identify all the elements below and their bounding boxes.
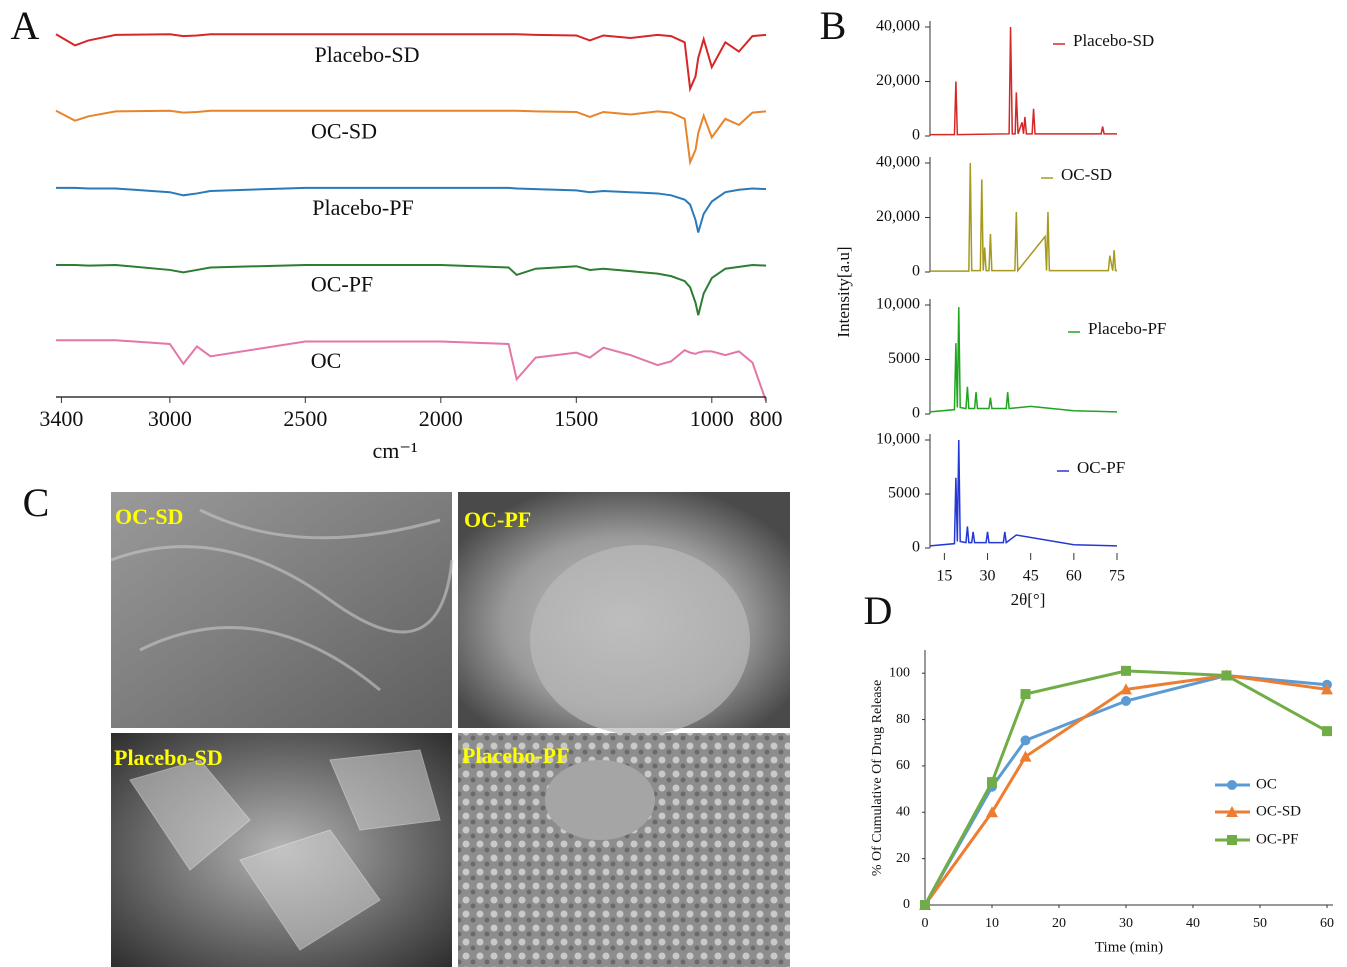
y-tick-label: 5000 [888, 350, 920, 367]
panel-label: B [820, 3, 847, 48]
data-point [986, 806, 998, 818]
data-point [1020, 689, 1031, 700]
x-tick-label: 30 [1119, 916, 1133, 931]
y-tick-label: 10,000 [876, 431, 920, 448]
x-tick-label: 45 [1023, 568, 1039, 585]
image-caption: Placebo-PF [462, 743, 570, 768]
y-tick-label: 20 [896, 851, 910, 866]
x-tick-label: 800 [750, 406, 783, 431]
x-tick-label: 1000 [690, 406, 734, 431]
y-tick-label: 0 [912, 405, 920, 422]
x-tick-label: 30 [980, 568, 996, 585]
diffraction-line [929, 439, 1118, 547]
diffraction-line [929, 307, 1118, 413]
x-tick-label: 10 [985, 916, 999, 931]
series-label: Placebo-PF [312, 195, 413, 220]
legend-marker [1227, 835, 1237, 845]
sem-panel: OC-SD OC-PF Placebo-SD Placebo-PF C [23, 480, 790, 967]
x-tick-label: 60 [1320, 916, 1334, 931]
x-tick-label: 60 [1066, 568, 1082, 585]
diffraction-line [930, 162, 1117, 273]
spectrum-line [55, 109, 767, 166]
y-axis-label: % Of Cumulative Of Drug Release [870, 680, 885, 876]
x-tick-label: 2500 [283, 406, 327, 431]
data-point [1322, 726, 1332, 737]
series-label: OC-PF [311, 272, 373, 297]
legend-label: OC-SD [1256, 803, 1301, 819]
x-tick-label: 50 [1253, 916, 1267, 931]
x-tick-label: 1500 [554, 406, 598, 431]
diffraction-line [930, 26, 1117, 136]
y-tick-label: 20,000 [876, 72, 920, 89]
legend-label: OC-PF [1077, 458, 1125, 477]
y-tick-label: 0 [912, 263, 920, 280]
x-tick-label: 3400 [39, 406, 83, 431]
y-tick-label: 40 [896, 804, 910, 819]
y-tick-label: 20,000 [876, 208, 920, 225]
y-tick-label: 100 [889, 665, 910, 680]
panel-label: A [11, 3, 40, 48]
data-point [1321, 683, 1333, 695]
y-tick-label: 40,000 [876, 154, 920, 171]
y-tick-label: 60 [896, 758, 910, 773]
data-point [1221, 670, 1232, 681]
y-axis-label: Intensity[a.u] [834, 246, 853, 337]
data-point [1121, 696, 1131, 706]
image-caption: OC-PF [464, 507, 531, 532]
legend-label: Placebo-PF [1088, 319, 1166, 338]
x-tick-label: 15 [936, 568, 952, 585]
x-axis-label: Time (min) [1095, 939, 1163, 955]
series-label: OC-SD [311, 119, 377, 144]
x-tick-label: 2000 [419, 406, 463, 431]
legend-label: Placebo-SD [1073, 31, 1154, 50]
spectrum-line [56, 186, 767, 233]
y-tick-label: 5000 [888, 485, 920, 502]
panel-label: C [23, 480, 50, 525]
y-tick-label: 0 [912, 127, 920, 144]
x-axis-label: cm⁻¹ [372, 438, 417, 463]
data-point [1020, 735, 1031, 746]
x-tick-label: 75 [1109, 568, 1125, 585]
image-caption: Placebo-SD [114, 745, 223, 770]
spectrum-line [55, 33, 767, 93]
data-point [987, 777, 997, 788]
spectrum-line [56, 263, 767, 316]
data-point [1120, 683, 1132, 695]
legend-marker [1227, 780, 1237, 790]
data-point [1121, 665, 1131, 676]
sem-texture [530, 545, 750, 735]
x-axis-label: 2θ[°] [1011, 590, 1046, 609]
legend-label: OC [1256, 776, 1277, 792]
data-point [1019, 750, 1032, 762]
sem-texture [110, 508, 454, 692]
legend-marker [1226, 806, 1238, 817]
series-line [923, 669, 1328, 906]
y-tick-label: 40,000 [876, 18, 920, 35]
sem-texture [129, 749, 441, 951]
y-tick-label: 10,000 [876, 296, 920, 313]
sem-texture [545, 760, 655, 840]
series-label: OC [311, 348, 342, 373]
spectrum-line [56, 339, 767, 402]
panel-label: D [864, 588, 893, 633]
legend-label: OC-PF [1256, 831, 1299, 847]
y-tick-label: 0 [912, 539, 920, 556]
series-line [923, 673, 1328, 906]
x-tick-label: 3000 [148, 406, 192, 431]
y-tick-label: 80 [896, 712, 910, 727]
data-point [920, 900, 930, 910]
x-tick-label: 40 [1186, 916, 1200, 931]
x-tick-label: 0 [922, 916, 929, 931]
series-label: Placebo-SD [314, 42, 419, 67]
y-tick-label: 0 [903, 897, 910, 912]
x-tick-label: 20 [1052, 916, 1066, 931]
image-caption: OC-SD [115, 504, 183, 529]
legend-label: OC-SD [1061, 165, 1112, 184]
